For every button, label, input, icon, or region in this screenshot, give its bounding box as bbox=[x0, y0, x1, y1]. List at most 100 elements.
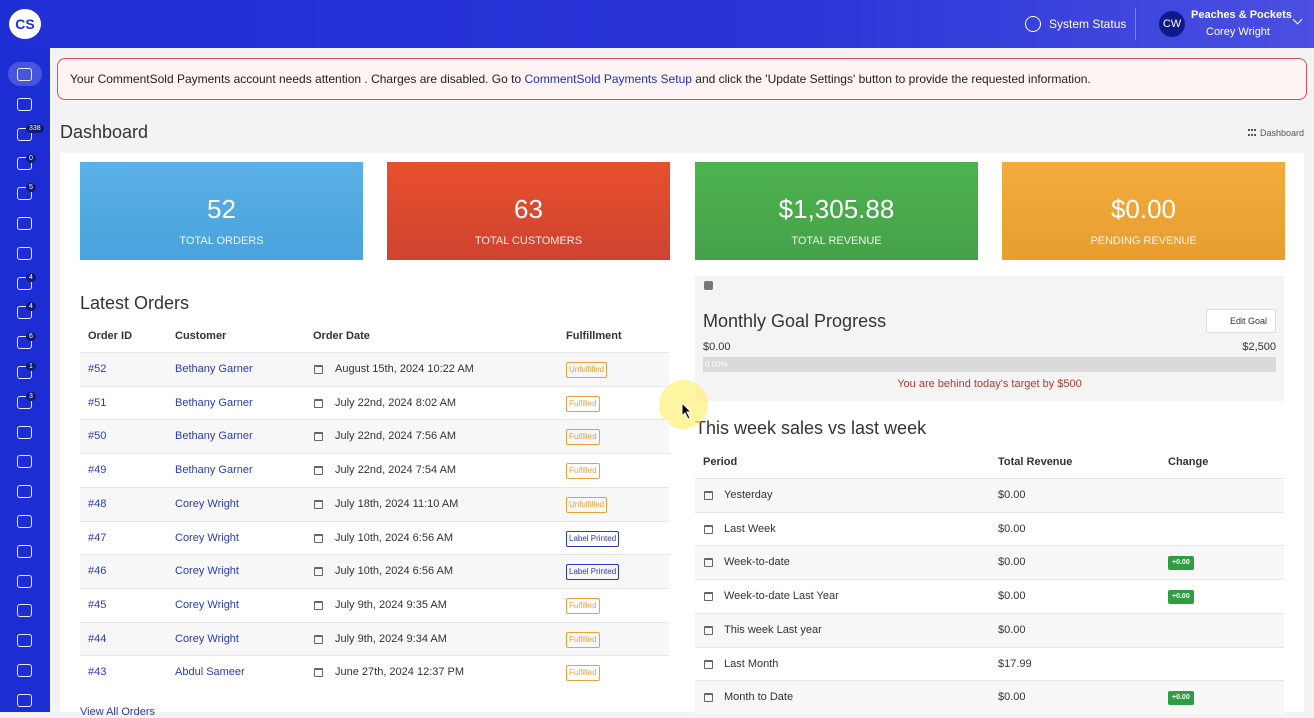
nav-icon[interactable] bbox=[17, 515, 32, 528]
fulfillment-cell: Label Printed bbox=[566, 522, 620, 555]
period: This week Last year bbox=[724, 623, 822, 636]
fulfillment-cell: Unfulfilled bbox=[566, 488, 608, 521]
order-id[interactable]: #43 bbox=[88, 666, 107, 679]
stat-label: TOTAL REVENUE bbox=[791, 235, 882, 247]
stat-card[interactable]: $1,305.88 TOTAL REVENUE bbox=[695, 162, 978, 260]
stat-value: $0.00 bbox=[1110, 194, 1177, 224]
customer[interactable]: Bethany Garner bbox=[175, 430, 253, 443]
alert-text: Your CommentSold Payments account needs … bbox=[70, 72, 522, 86]
customer[interactable]: Bethany Garner bbox=[175, 396, 253, 409]
view-all-orders[interactable]: View All Orders bbox=[80, 706, 155, 718]
customer[interactable]: Corey Wright bbox=[175, 497, 239, 510]
goal-title: Monthly Goal Progress bbox=[703, 311, 887, 331]
edit-goal-button[interactable]: Edit Goal bbox=[1206, 309, 1276, 333]
nav-icon[interactable] bbox=[17, 485, 32, 499]
order-row: #48 Corey Wright July 18th, 2024 11:10 AM U… bbox=[80, 486, 669, 521]
stat-value: 63 bbox=[514, 194, 543, 224]
order-id[interactable]: #52 bbox=[88, 363, 107, 375]
period: Last Week bbox=[724, 522, 776, 535]
calendar-icon bbox=[314, 634, 323, 644]
nav-icon[interactable] bbox=[17, 544, 32, 558]
stat-label: TOTAL CUSTOMERS bbox=[474, 235, 583, 247]
order-id[interactable]: #49 bbox=[88, 464, 107, 477]
nav-icon[interactable] bbox=[17, 336, 32, 350]
nav-icon[interactable] bbox=[17, 366, 32, 379]
fulfillment-status: Fulfilled bbox=[566, 631, 600, 648]
order-row: #46 Corey Wright July 10th, 2024 6:56 AM La… bbox=[80, 554, 669, 589]
nav-icon[interactable] bbox=[17, 395, 32, 409]
goal-amount: $500 bbox=[1057, 378, 1082, 390]
order-row: #47 Corey Wright July 10th, 2024 6:56 AM La… bbox=[80, 520, 669, 555]
nav-icon[interactable] bbox=[17, 217, 32, 230]
avatar[interactable]: CW bbox=[1159, 11, 1185, 37]
fulfillment-status: Fulfilled bbox=[566, 429, 600, 446]
nav-icon[interactable] bbox=[17, 68, 32, 81]
stat-card[interactable]: 63 TOTAL CUSTOMERS bbox=[387, 162, 670, 260]
stat-card[interactable]: $0.00 PENDING REVENUE bbox=[1002, 162, 1285, 260]
nav-icon[interactable] bbox=[17, 127, 32, 141]
nav-icon[interactable] bbox=[17, 604, 32, 618]
lock-icon bbox=[704, 281, 713, 290]
period: Week-to-date bbox=[724, 556, 790, 569]
top-bar: CS System Status CW Peaches & Pockets Co… bbox=[0, 0, 1314, 48]
alert-link[interactable]: CommentSold Payments Setup bbox=[524, 72, 692, 86]
nav-badge: 3 bbox=[26, 392, 36, 401]
customer[interactable]: Corey Wright bbox=[175, 632, 239, 645]
revenue: $0.00 bbox=[998, 556, 1026, 569]
system-status[interactable]: System Status bbox=[1049, 17, 1127, 31]
nav-icon[interactable] bbox=[17, 157, 32, 171]
nav-badge: 1 bbox=[26, 362, 36, 371]
logo[interactable]: CS bbox=[9, 9, 41, 39]
calendar-icon bbox=[704, 491, 713, 500]
stat-value: 52 bbox=[207, 194, 236, 224]
nav-icon[interactable] bbox=[17, 634, 32, 648]
order-row: #52 Bethany Garner August 15th, 2024 10:22… bbox=[80, 352, 669, 386]
user-name[interactable]: Corey Wright bbox=[1206, 26, 1270, 38]
calendar-icon bbox=[314, 466, 323, 476]
nav-icon[interactable] bbox=[17, 574, 32, 588]
order-id[interactable]: #47 bbox=[88, 531, 107, 544]
nav-icon[interactable] bbox=[17, 187, 32, 201]
customer[interactable]: Corey Wright bbox=[175, 565, 239, 578]
chevron[interactable] bbox=[1292, 14, 1303, 25]
breadcrumb[interactable]: Dashboard bbox=[1260, 128, 1305, 138]
fulfillment-cell: Fulfilled bbox=[566, 387, 600, 420]
calendar-icon bbox=[704, 659, 713, 669]
order-id[interactable]: #48 bbox=[88, 497, 107, 510]
customer[interactable]: Corey Wright bbox=[175, 531, 239, 544]
breadcrumb-icon bbox=[1248, 129, 1256, 136]
nav-icon[interactable] bbox=[17, 97, 32, 111]
nav-icon[interactable] bbox=[17, 693, 32, 707]
order-id[interactable]: #46 bbox=[88, 565, 107, 578]
nav-icon[interactable] bbox=[17, 425, 32, 439]
change-badge: +0.00 bbox=[1168, 691, 1194, 706]
nav-icon[interactable] bbox=[17, 246, 32, 260]
stat-card[interactable]: 52 TOTAL ORDERS bbox=[80, 162, 363, 260]
period: Week-to-date Last Year bbox=[724, 590, 839, 603]
nav-badge: 4 bbox=[26, 302, 36, 311]
customer[interactable]: Abdul Sameer bbox=[175, 666, 245, 679]
fulfillment-cell: Fulfilled bbox=[566, 656, 600, 689]
nav-icon[interactable] bbox=[17, 276, 32, 290]
customer[interactable]: Corey Wright bbox=[175, 598, 239, 611]
customer[interactable]: Bethany Garner bbox=[175, 363, 253, 375]
calendar-icon bbox=[314, 398, 323, 408]
period-row: Week-to-date $0.00 +0.00 bbox=[695, 545, 1284, 580]
revenue: $0.00 bbox=[998, 590, 1026, 603]
calendar-icon bbox=[314, 533, 323, 543]
customer[interactable]: Bethany Garner bbox=[175, 464, 253, 477]
order-id[interactable]: #44 bbox=[88, 632, 107, 645]
order-date: June 27th, 2024 12:37 PM bbox=[335, 666, 465, 679]
calendar-icon bbox=[704, 625, 713, 635]
fulfillment-cell: Label Printed bbox=[566, 555, 620, 588]
goal-progress-bar: 0.00% bbox=[703, 357, 1276, 372]
nav-icon[interactable] bbox=[17, 664, 32, 677]
period: Last Month bbox=[724, 657, 779, 670]
order-id[interactable]: #50 bbox=[88, 430, 107, 443]
nav-icon[interactable] bbox=[17, 306, 32, 320]
order-id[interactable]: #51 bbox=[88, 396, 107, 409]
nav-icon[interactable] bbox=[17, 455, 32, 469]
column-header: Fulfillment bbox=[566, 330, 622, 342]
order-id[interactable]: #45 bbox=[88, 598, 107, 611]
store-name[interactable]: Peaches & Pockets bbox=[1191, 9, 1292, 21]
